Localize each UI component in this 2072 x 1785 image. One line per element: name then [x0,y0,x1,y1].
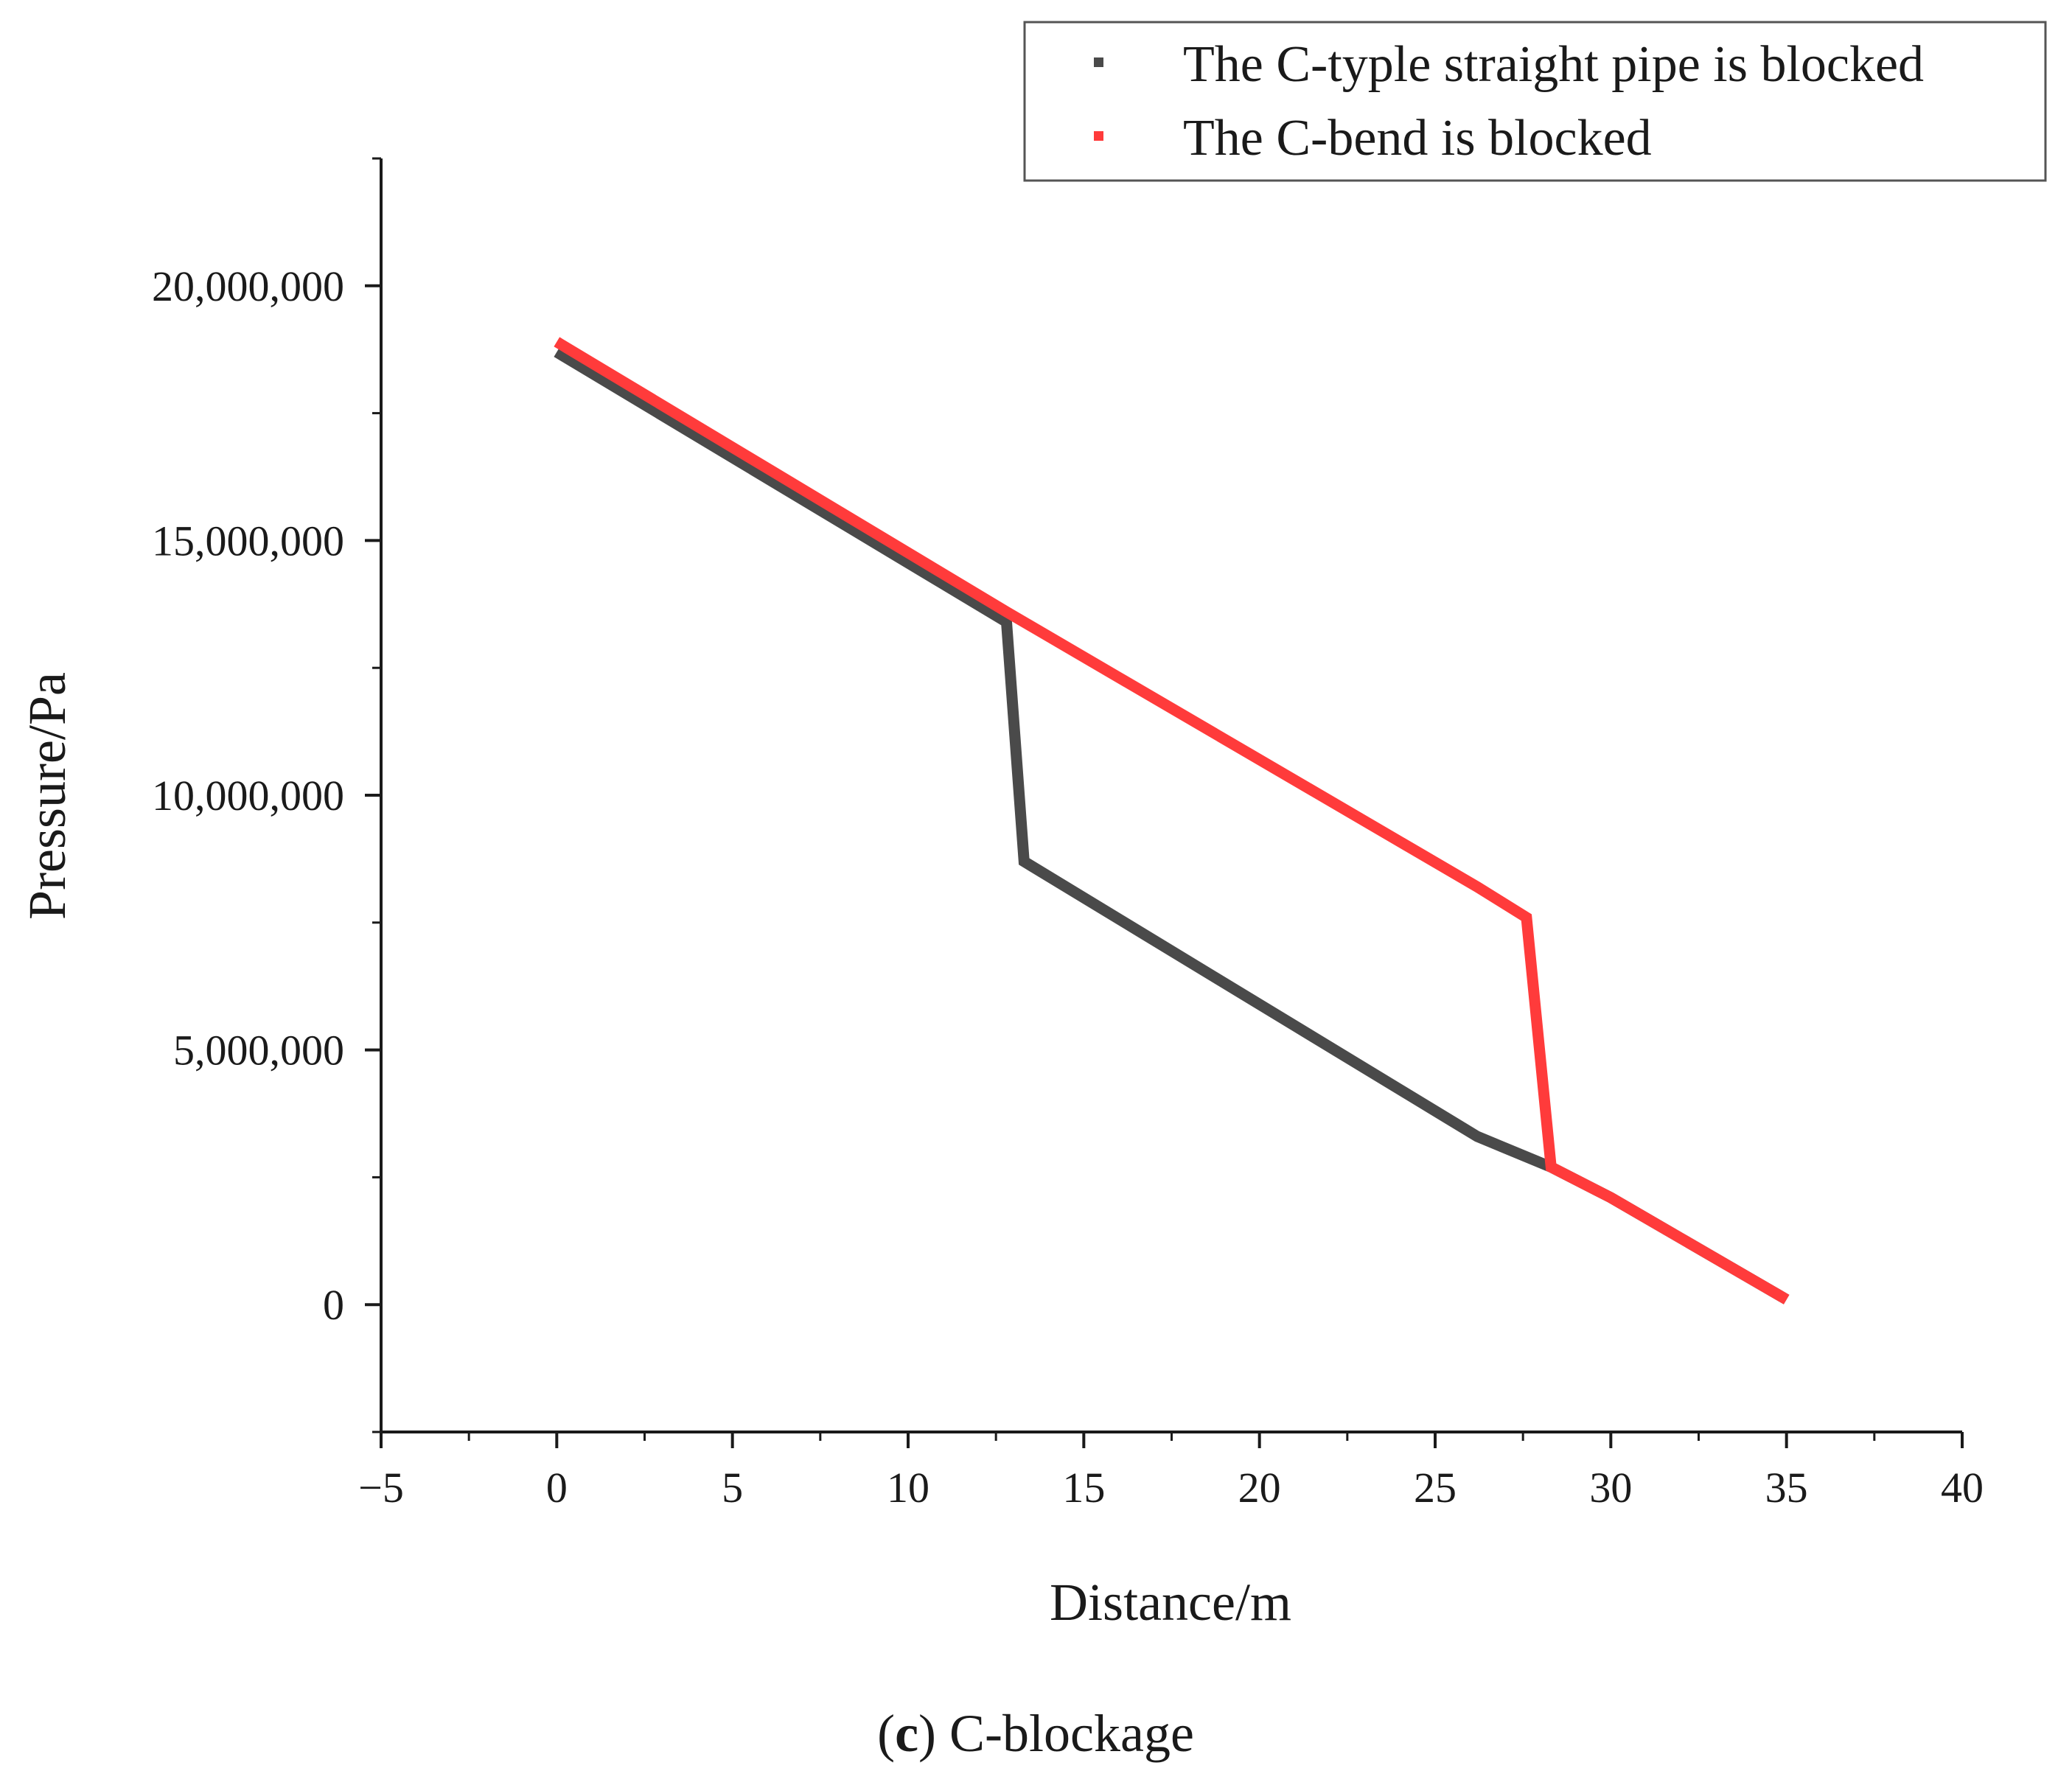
legend-marker-straight-pipe [1094,57,1103,67]
legend-label-bend: The C-bend is blocked [1183,110,1652,167]
caption-text: ) C-blockage [918,1704,1194,1763]
x-tick-label: 20 [1238,1464,1281,1512]
y-tick-label: 20,000,000 [152,262,344,310]
series-layer [554,337,1790,1304]
y-axis-ticks: 0 5,000,000 10,000,000 15,000,000 20,000,000 [152,157,381,1433]
x-axis-ticks: −5 0 5 10 15 20 25 30 35 40 [358,1432,1984,1512]
x-tick-label: 35 [1765,1464,1808,1512]
x-axis-title: Distance/m [1050,1573,1291,1632]
legend-label-straight-pipe: The C-typle straight pipe is blocked [1183,36,1924,93]
y-tick-label: 15,000,000 [152,517,344,565]
x-tick-label: 30 [1589,1464,1632,1512]
figure-caption: (c) C-blockage [877,1704,1194,1763]
legend-marker-bend [1094,131,1103,141]
caption-letter: c [895,1704,918,1763]
y-axis-title: Pressure/Pa [18,672,77,920]
x-tick-label: 25 [1414,1464,1457,1512]
caption-open-paren: ( [877,1704,895,1763]
axes [380,158,1962,1433]
y-tick-label: 10,000,000 [152,772,344,820]
legend: The C-typle straight pipe is blocked The… [1023,21,2047,182]
x-tick-label: 40 [1941,1464,1984,1512]
x-tick-label: −5 [358,1464,404,1512]
y-tick-label: 5,000,000 [173,1027,344,1075]
x-tick-label: 5 [722,1464,743,1512]
series-line-1 [554,337,1790,1304]
x-tick-label: 0 [546,1464,568,1512]
x-tick-label: 10 [887,1464,929,1512]
series-line-0 [554,347,1790,1304]
y-tick-label: 0 [323,1281,344,1329]
x-tick-label: 15 [1062,1464,1105,1512]
legend-box [1023,21,2047,182]
